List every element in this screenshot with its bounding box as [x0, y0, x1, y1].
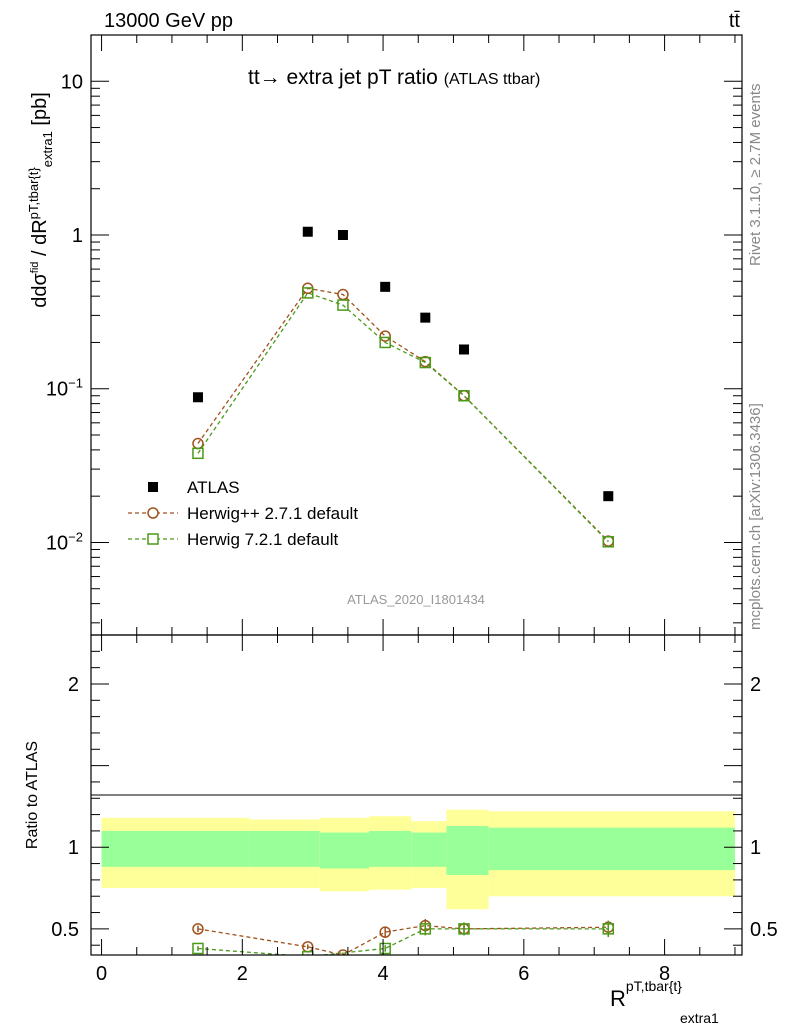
uncertainty-band-inner: [368, 830, 412, 867]
x-tick-label: 2: [237, 963, 248, 985]
analysis-id: ATLAS_2020_I1801434: [347, 592, 485, 607]
data-point: [379, 336, 391, 349]
process-label: 13000 GeV pp: [104, 10, 233, 32]
y-tick-label: 10−2: [46, 529, 83, 554]
ratio-point: [302, 950, 314, 955]
uncertainty-band-inner: [488, 827, 735, 871]
y-tick-label: 1: [68, 837, 79, 859]
data-point: [458, 390, 470, 402]
svg-text:RpT,tbar{t}extra1: RpT,tbar{t} extra1: [610, 978, 719, 1024]
data-point: [337, 230, 348, 240]
legend-marker: [147, 533, 159, 545]
ratio-point: [192, 923, 204, 935]
data-point: [603, 491, 614, 502]
x-tick-label: 6: [518, 963, 529, 985]
y-tick-label-right: 1: [750, 837, 761, 859]
uncertainty-band-inner: [319, 832, 369, 869]
ratio-frame: [90, 634, 743, 956]
data-point: [192, 392, 203, 403]
final-state-label: tt̄: [729, 10, 741, 32]
ratio-point: [379, 942, 391, 955]
y-tick-label: 0.5: [51, 919, 79, 941]
data-point: [459, 344, 470, 355]
legend-marker: [147, 507, 159, 519]
y-tick-label-right: 0.5: [750, 919, 778, 941]
data-point: [380, 281, 391, 292]
ratio-point: [602, 923, 615, 935]
y-tick-label: 10−1: [46, 376, 83, 401]
x-tick-label: 4: [378, 963, 389, 985]
uncertainty-band-inner: [101, 830, 250, 867]
legend: ATLAS Herwig++ 2.7.1 default Herwig 7.2.1 …: [128, 478, 358, 549]
main-ylabel: ddσfid / dRpT,tbar{t}extra1 [pb]: [26, 92, 55, 308]
svg-text:ddσfid / dRpT,tbar{t}extra1 [p: ddσfid / dRpT,tbar{t}extra1 [pb]: [26, 92, 55, 308]
x-tick-label: 8: [659, 963, 670, 985]
rivet-label: Rivet 3.1.10, ≥ 2.7M events: [747, 84, 764, 267]
plot-title: tt→ extra jet pT ratio (ATLAS ttbar): [248, 66, 540, 89]
ratio-series-group: [192, 919, 615, 955]
y-tick-label: 1: [72, 225, 83, 247]
ratio-line: [197, 924, 609, 955]
data-point: [602, 536, 615, 548]
data-point: [337, 299, 349, 311]
data-point: [192, 447, 204, 460]
data-point: [379, 330, 391, 342]
data-point: [419, 356, 432, 369]
ratio-line: [197, 928, 609, 955]
uncertainty-band-inner: [446, 826, 489, 875]
legend-label: Herwig++ 2.7.1 default: [187, 504, 358, 523]
x-tick-label: 0: [96, 963, 107, 985]
ratio-ylabel: Ratio to ATLAS: [24, 741, 41, 849]
data-point: [302, 287, 314, 299]
ratio-point: [419, 923, 432, 935]
uncertainty-band-inner: [411, 832, 447, 867]
ratio-point: [458, 923, 470, 935]
ratio-point: [337, 949, 349, 955]
x-axis-label: RpT,tbar{t} extra1: [610, 978, 719, 1024]
ratio-panel: 0.5 0.5 1 1 2 2 0 2 4 6 8 Ratio to ATLAS RpT,tbar…: [24, 634, 778, 1024]
data-point: [420, 312, 431, 323]
legend-label: Herwig 7.2.1 default: [187, 530, 338, 549]
main-panel: 10−2 10−1 1 10 tt→ extra jet pT ratio (ATLA…: [26, 34, 743, 636]
ratio-point: [192, 942, 204, 955]
y-tick-label: 10: [61, 71, 83, 93]
y-tick-label: 2: [68, 674, 79, 696]
uncertainty-band-inner: [249, 830, 320, 867]
legend-marker: [148, 482, 158, 492]
series-line: [197, 292, 609, 543]
y-tick-label-right: 2: [750, 674, 761, 696]
ratio-point: [379, 926, 391, 938]
legend-label: ATLAS: [187, 478, 240, 497]
data-point: [302, 226, 313, 237]
mcplots-label: mcplots.cern.ch [arXiv:1306.3436]: [747, 403, 764, 630]
